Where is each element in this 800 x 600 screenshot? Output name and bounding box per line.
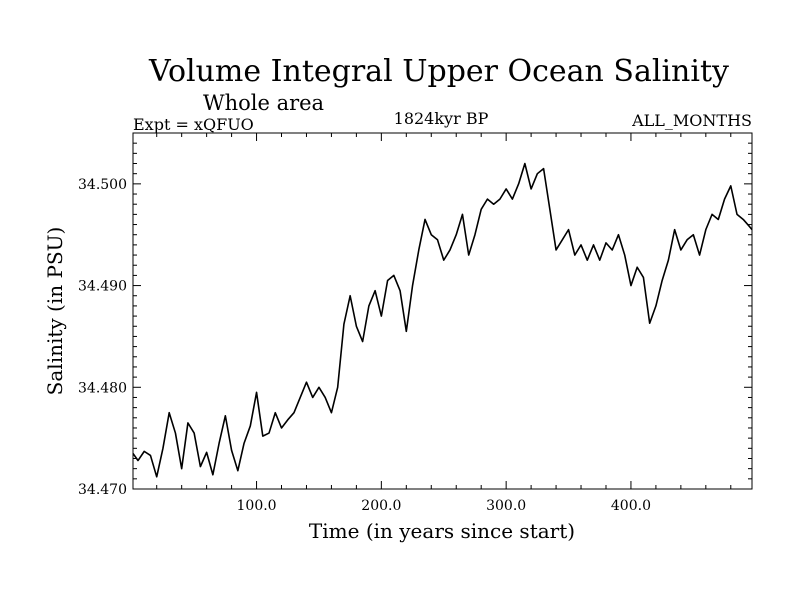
x-tick-label: 400.0 <box>611 498 651 514</box>
y-tick-label: 34.470 <box>78 482 127 498</box>
salinity-line <box>132 162 753 478</box>
y-axis <box>133 132 752 490</box>
y-tick-label: 34.500 <box>78 177 127 193</box>
x-tick-label: 300.0 <box>486 498 526 514</box>
x-tick-label: 100.0 <box>237 498 277 514</box>
months-label: ALL_MONTHS <box>631 111 752 130</box>
period-label: 1824kyr BP <box>394 109 489 128</box>
chart-subtitle: Whole area <box>203 91 324 115</box>
y-tick-labels: 34.470 34.480 34.490 34.500 <box>78 177 127 498</box>
y-axis-label: Salinity (in PSU) <box>43 227 67 396</box>
chart-title: Volume Integral Upper Ocean Salinity <box>148 54 729 89</box>
x-axis <box>156 133 732 489</box>
plot-frame <box>132 132 753 490</box>
x-axis-label: Time (in years since start) <box>309 519 575 543</box>
y-tick-label: 34.490 <box>78 279 127 295</box>
experiment-label: Expt = xQFUO <box>133 115 254 134</box>
x-tick-label: 200.0 <box>361 498 401 514</box>
x-tick-labels: 100.0 200.0 300.0 400.0 <box>237 498 651 514</box>
y-tick-label: 34.480 <box>78 380 127 396</box>
